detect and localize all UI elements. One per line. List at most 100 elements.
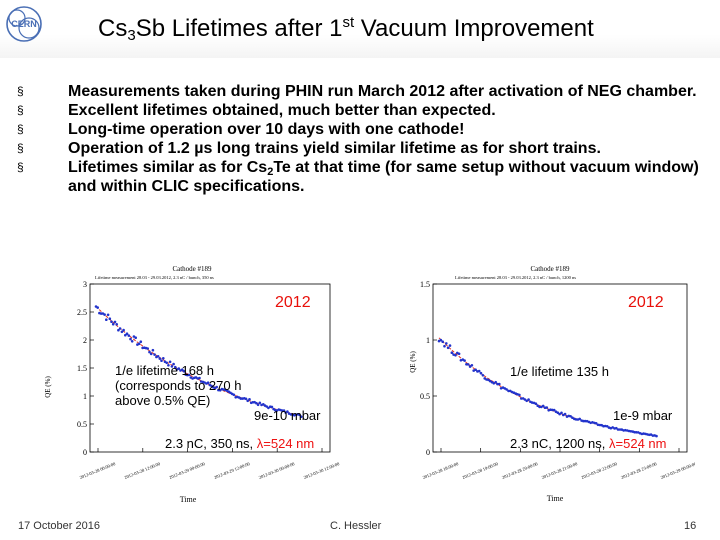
data-point: [258, 401, 262, 405]
data-point: [498, 382, 501, 386]
data-point: [534, 402, 538, 405]
data-point: [151, 348, 155, 352]
lifetime-note-1: (corresponds to 270 h: [115, 378, 242, 393]
slide-header: CERN Cs3Sb Lifetimes after 1st Vacuum Im…: [0, 0, 720, 58]
x-tick-label: 2012-03-29 12:00:00: [213, 461, 251, 480]
data-point: [129, 337, 132, 341]
data-point: [479, 371, 483, 375]
bullet-item: § Measurements taken during PHIN run Marc…: [17, 83, 697, 100]
data-point: [286, 410, 289, 413]
beam-params-label: 2.3 nC, 350 ns, λ=524 nm: [165, 436, 315, 451]
lifetime-plot-350ns: Cathode #189 Lifetime measurement 28.03 …: [40, 262, 345, 512]
data-point: [457, 352, 461, 356]
data-point: [124, 333, 127, 337]
pressure-label: 9e-10 mbar: [254, 408, 321, 423]
data-point: [120, 330, 124, 334]
data-point: [244, 397, 248, 401]
data-point: [446, 346, 450, 350]
data-point: [172, 362, 175, 366]
x-tick-label: 2012-03-28 22:00:00: [580, 461, 618, 480]
y-tick-label: 1.5: [77, 364, 87, 373]
lifetime-note-2: above 0.5% QE): [115, 393, 211, 408]
data-point: [494, 380, 497, 384]
y-axis-label: QE (%): [44, 376, 52, 398]
x-tick-label: 2012-03-30 12:00:00: [303, 461, 341, 480]
data-point: [558, 412, 561, 416]
lifetime-label: 1/e lifetime 135 h: [510, 364, 610, 379]
data-point: [180, 368, 184, 371]
data-point: [149, 352, 153, 356]
data-point: [468, 365, 472, 368]
footer-page-number: 16: [684, 520, 697, 532]
x-tick-label: 2012-03-29 00:00:00: [660, 461, 695, 480]
bullet-marker: §: [17, 103, 24, 117]
data-point: [454, 354, 457, 357]
bullet-item: § Operation of 1.2 µs long trains yield s…: [17, 140, 601, 157]
data-point: [463, 359, 466, 362]
data-point: [505, 388, 508, 391]
lifetime-plot-1200ns: Cathode #189 Lifetime measurement 28.03 …: [405, 262, 695, 512]
bullet-marker: §: [17, 160, 24, 174]
data-point: [105, 318, 108, 321]
data-point: [255, 401, 258, 405]
data-point: [551, 408, 554, 412]
data-point: [111, 322, 115, 326]
data-point: [127, 334, 131, 337]
lifetime-label: 1/e lifetime 168 h: [115, 363, 215, 378]
plot-subtitle: Lifetime measurement 28.03 - 29.03.2012,…: [455, 275, 576, 281]
bullet-list: § Measurements taken during PHIN run Marc…: [17, 82, 700, 196]
data-point: [239, 397, 243, 400]
data-point: [113, 320, 117, 324]
data-point: [246, 399, 249, 403]
data-point: [569, 415, 572, 418]
data-point: [134, 336, 137, 339]
y-tick-label: 2.5: [77, 308, 87, 317]
data-point: [560, 411, 563, 415]
data-point: [170, 365, 174, 368]
data-point: [256, 403, 260, 407]
data-point: [523, 398, 527, 401]
data-point: [538, 405, 541, 409]
lifetime-plot-350ns-svg: Cathode #189 Lifetime measurement 28.03 …: [44, 265, 341, 504]
slide-title: Cs3Sb Lifetimes after 1st Vacuum Improve…: [98, 14, 594, 44]
x-axis-label: Time: [547, 494, 564, 503]
y-tick-label: 1: [426, 336, 430, 345]
data-point: [594, 422, 598, 425]
data-point: [439, 338, 443, 342]
data-point: [108, 317, 112, 320]
data-point: [210, 384, 213, 388]
data-point: [177, 367, 181, 370]
data-point: [563, 412, 567, 416]
data-point: [583, 419, 587, 423]
y-tick-label: 0: [83, 448, 87, 457]
y-tick-label: 0: [426, 448, 430, 457]
plot-marks: [432, 283, 688, 453]
data-point: [122, 328, 125, 332]
data-point: [615, 426, 618, 430]
data-point: [167, 364, 170, 367]
data-point: [596, 423, 600, 427]
x-tick-label: 2012-03-28 18:00:00: [422, 461, 460, 480]
x-tick-label: 2012-03-30 00:00:00: [258, 461, 296, 480]
bullet-marker: §: [17, 84, 24, 98]
data-point: [106, 313, 110, 317]
data-point: [582, 419, 585, 423]
bullet-item: § Lifetimes similar as for Cs2Te at that …: [17, 159, 699, 195]
data-point: [165, 361, 168, 365]
plot-subtitle: Lifetime measurement 28.03 - 29.03.2012,…: [95, 275, 214, 281]
data-point: [466, 363, 470, 366]
data-point: [477, 369, 481, 373]
data-point: [110, 320, 113, 323]
pressure-label: 1e-9 mbar: [613, 408, 673, 423]
data-point: [156, 355, 160, 358]
data-point: [162, 357, 165, 360]
data-point: [137, 342, 141, 346]
data-point: [448, 344, 452, 347]
data-point: [578, 417, 581, 421]
data-point: [605, 425, 609, 428]
data-point: [198, 376, 201, 380]
plot-title: Cathode #189: [172, 265, 212, 273]
y-tick-label: 1: [83, 392, 87, 401]
data-point: [299, 415, 303, 418]
